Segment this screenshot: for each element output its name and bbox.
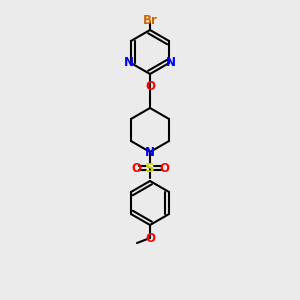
Text: O: O bbox=[145, 80, 155, 94]
Text: S: S bbox=[145, 161, 155, 175]
Text: Br: Br bbox=[142, 14, 158, 28]
Text: N: N bbox=[145, 146, 155, 158]
Text: O: O bbox=[131, 161, 141, 175]
Text: N: N bbox=[166, 56, 176, 70]
Text: O: O bbox=[159, 161, 169, 175]
Text: N: N bbox=[124, 56, 134, 70]
Text: O: O bbox=[145, 232, 155, 244]
